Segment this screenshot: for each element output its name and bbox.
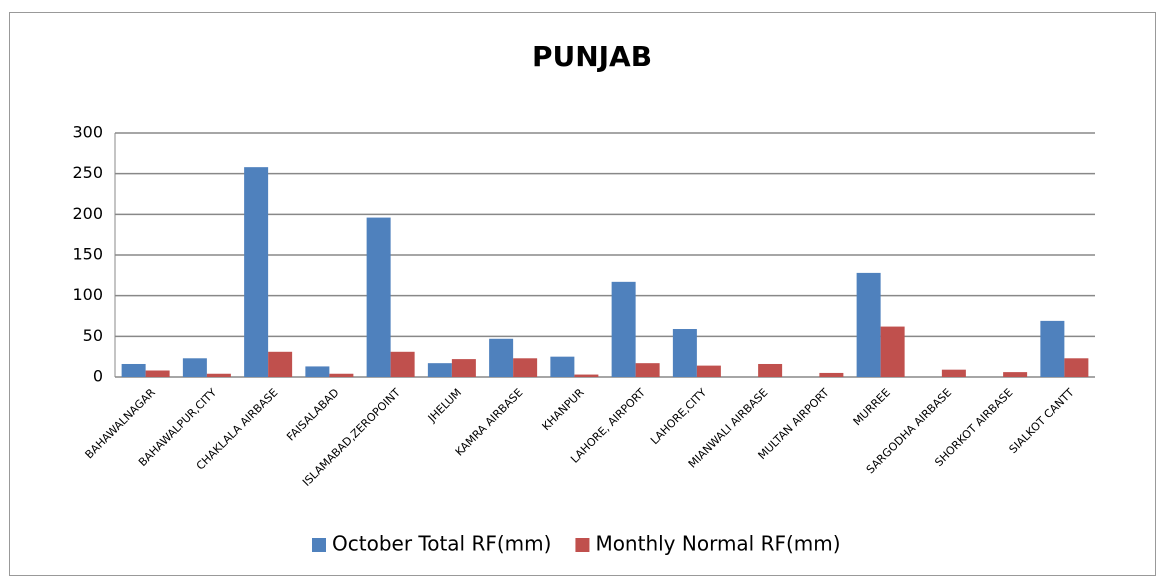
bar — [635, 363, 660, 377]
bar — [329, 373, 354, 377]
y-tick-label: 250 — [72, 163, 103, 182]
bar — [489, 338, 514, 377]
legend-label: Monthly Normal RF(mm) — [595, 532, 840, 556]
bar — [513, 358, 538, 377]
y-tick-label: 100 — [72, 285, 103, 304]
bar — [121, 363, 146, 377]
bar — [941, 369, 966, 377]
y-tick-label: 150 — [72, 245, 103, 264]
bar — [182, 358, 207, 377]
bar — [244, 167, 269, 377]
bar — [268, 351, 293, 377]
bar — [390, 351, 415, 377]
bar — [366, 217, 391, 377]
bar — [206, 373, 231, 377]
bar — [819, 372, 844, 377]
bar — [1064, 358, 1089, 377]
y-tick-label: 50 — [83, 326, 103, 345]
bar — [758, 363, 783, 377]
bar — [696, 365, 721, 377]
legend-swatch — [312, 538, 326, 552]
bar — [1040, 320, 1065, 377]
bar — [611, 281, 636, 377]
y-tick-label: 300 — [72, 123, 103, 142]
bar — [550, 356, 575, 377]
bar — [1003, 372, 1028, 377]
bar — [880, 326, 905, 377]
legend-swatch — [575, 538, 590, 552]
bar — [451, 359, 476, 377]
y-tick-label: 0 — [93, 367, 103, 386]
bar — [856, 272, 881, 377]
bar — [672, 329, 697, 377]
chart-border — [9, 12, 1156, 576]
y-tick-label: 200 — [72, 204, 103, 223]
bar — [427, 363, 452, 377]
legend-label: October Total RF(mm) — [332, 532, 551, 556]
chart-title: PUNJAB — [532, 40, 652, 73]
bar — [305, 366, 330, 377]
bar — [145, 370, 170, 377]
bar — [574, 374, 599, 377]
